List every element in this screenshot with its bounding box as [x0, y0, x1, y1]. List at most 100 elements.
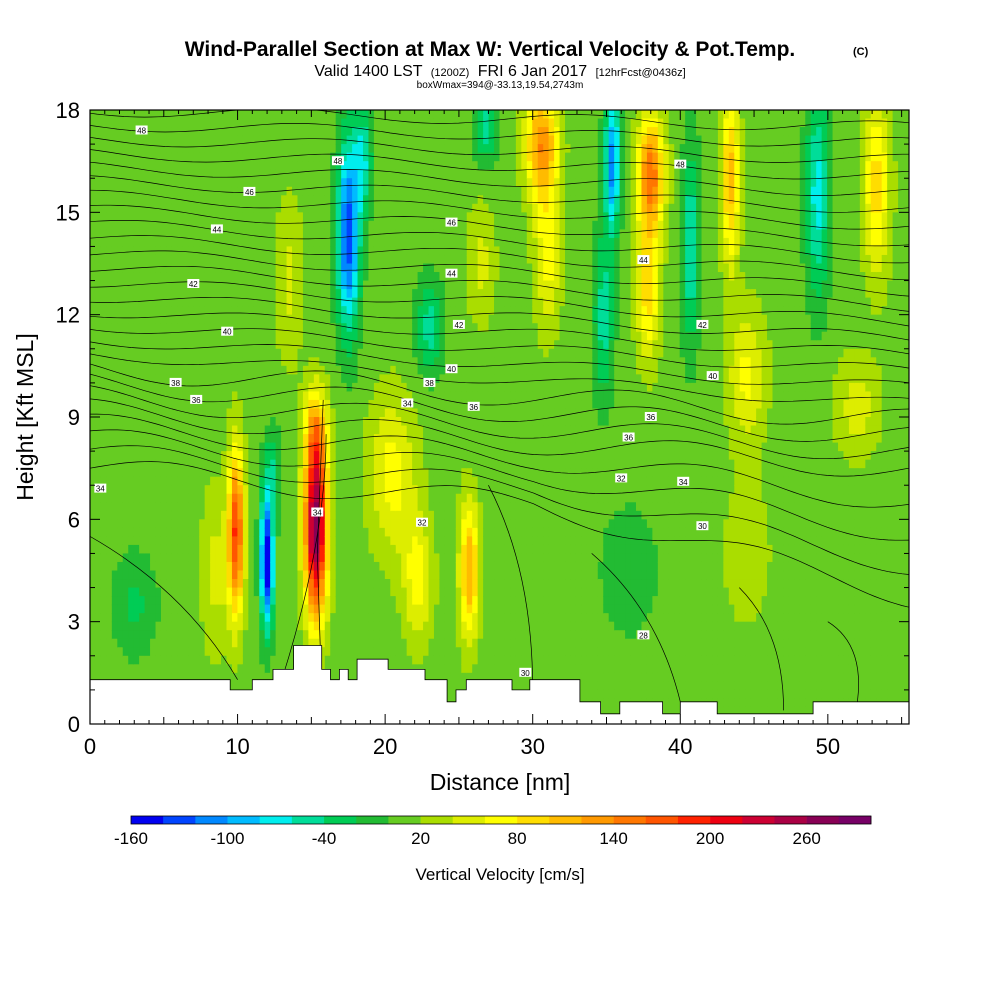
velocity-cell	[406, 544, 413, 555]
velocity-cell	[433, 135, 441, 145]
velocity-cell	[357, 178, 364, 188]
velocity-cell	[373, 110, 380, 120]
velocity-cell	[150, 357, 157, 367]
velocity-cell	[335, 527, 342, 537]
velocity-cell	[160, 331, 168, 341]
velocity-cell	[450, 110, 457, 120]
velocity-cell	[423, 289, 430, 299]
velocity-cell	[444, 417, 451, 427]
velocity-cell	[231, 297, 239, 307]
velocity-cell	[264, 502, 271, 512]
velocity-cell	[139, 485, 146, 495]
velocity-cell	[139, 638, 146, 648]
velocity-cell	[297, 459, 304, 469]
velocity-cell	[221, 135, 228, 145]
velocity-cell	[204, 434, 211, 444]
velocity-cell	[406, 237, 413, 248]
velocity-cell	[193, 425, 200, 435]
velocity-cell	[128, 374, 135, 384]
velocity-cell	[417, 186, 424, 196]
velocity-cell	[286, 161, 293, 171]
velocity-cell	[308, 519, 315, 529]
velocity-cell	[237, 212, 244, 222]
velocity-cell	[95, 570, 102, 580]
velocity-cell	[264, 365, 271, 375]
velocity-cell	[133, 374, 140, 384]
velocity-cell	[373, 272, 380, 282]
velocity-cell	[204, 169, 211, 179]
velocity-cell	[199, 135, 206, 145]
velocity-cell	[341, 169, 348, 179]
velocity-cell	[221, 237, 228, 248]
velocity-cell	[160, 417, 168, 427]
velocity-cell	[412, 391, 419, 401]
velocity-cell	[221, 365, 228, 375]
velocity-cell	[444, 689, 451, 700]
velocity-cell	[275, 229, 282, 239]
velocity-cell	[264, 621, 271, 631]
velocity-cell	[166, 672, 173, 682]
velocity-cell	[401, 229, 408, 239]
velocity-cell	[281, 220, 288, 230]
velocity-cell	[264, 425, 271, 435]
velocity-cell	[133, 399, 140, 410]
velocity-cell	[270, 365, 277, 375]
velocity-cell	[461, 638, 468, 648]
velocity-cell	[335, 596, 342, 606]
velocity-cell	[297, 220, 304, 230]
velocity-cell	[395, 570, 402, 580]
velocity-cell	[221, 647, 228, 657]
velocity-cell	[231, 476, 239, 486]
velocity-cell	[439, 613, 446, 623]
velocity-cell	[373, 331, 380, 341]
velocity-cell	[324, 186, 331, 196]
velocity-cell	[155, 280, 162, 290]
velocity-cell	[302, 152, 309, 162]
velocity-cell	[395, 127, 402, 137]
velocity-cell	[90, 357, 97, 367]
velocity-cell	[90, 434, 97, 444]
velocity-cell	[150, 323, 157, 333]
velocity-cell	[341, 664, 348, 674]
velocity-cell	[231, 408, 239, 418]
velocity-cell	[406, 203, 413, 213]
velocity-cell	[313, 178, 320, 188]
velocity-cell	[412, 306, 419, 316]
velocity-cell	[368, 357, 375, 367]
velocity-cell	[139, 263, 146, 273]
velocity-cell	[302, 485, 309, 495]
velocity-cell	[188, 434, 195, 444]
velocity-cell	[188, 212, 195, 222]
velocity-cell	[379, 587, 386, 597]
chart-title: Wind-Parallel Section at Max W: Vertical…	[185, 38, 796, 61]
velocity-cell	[330, 638, 337, 648]
velocity-cell	[428, 579, 435, 589]
velocity-cell	[379, 493, 386, 503]
velocity-cell	[90, 570, 97, 580]
velocity-cell	[373, 536, 380, 546]
velocity-cell	[423, 596, 430, 606]
velocity-cell	[286, 186, 293, 196]
velocity-cell	[128, 169, 135, 179]
velocity-cell	[248, 579, 255, 589]
velocity-cell	[455, 544, 462, 555]
velocity-cell	[390, 638, 397, 648]
velocity-cell	[193, 263, 200, 273]
velocity-cell	[292, 152, 299, 162]
velocity-cell	[308, 587, 315, 597]
velocity-cell	[221, 331, 228, 341]
velocity-cell	[412, 331, 419, 341]
velocity-cell	[117, 476, 124, 486]
velocity-cell	[199, 587, 206, 597]
velocity-cell	[264, 630, 271, 640]
velocity-cell	[133, 186, 140, 196]
velocity-cell	[226, 399, 233, 410]
velocity-cell	[111, 613, 118, 623]
velocity-cell	[439, 476, 446, 486]
velocity-cell	[335, 289, 342, 299]
velocity-cell	[100, 510, 107, 520]
velocity-cell	[379, 289, 386, 299]
velocity-cell	[395, 297, 402, 307]
velocity-cell	[248, 289, 255, 299]
velocity-cell	[155, 604, 162, 614]
